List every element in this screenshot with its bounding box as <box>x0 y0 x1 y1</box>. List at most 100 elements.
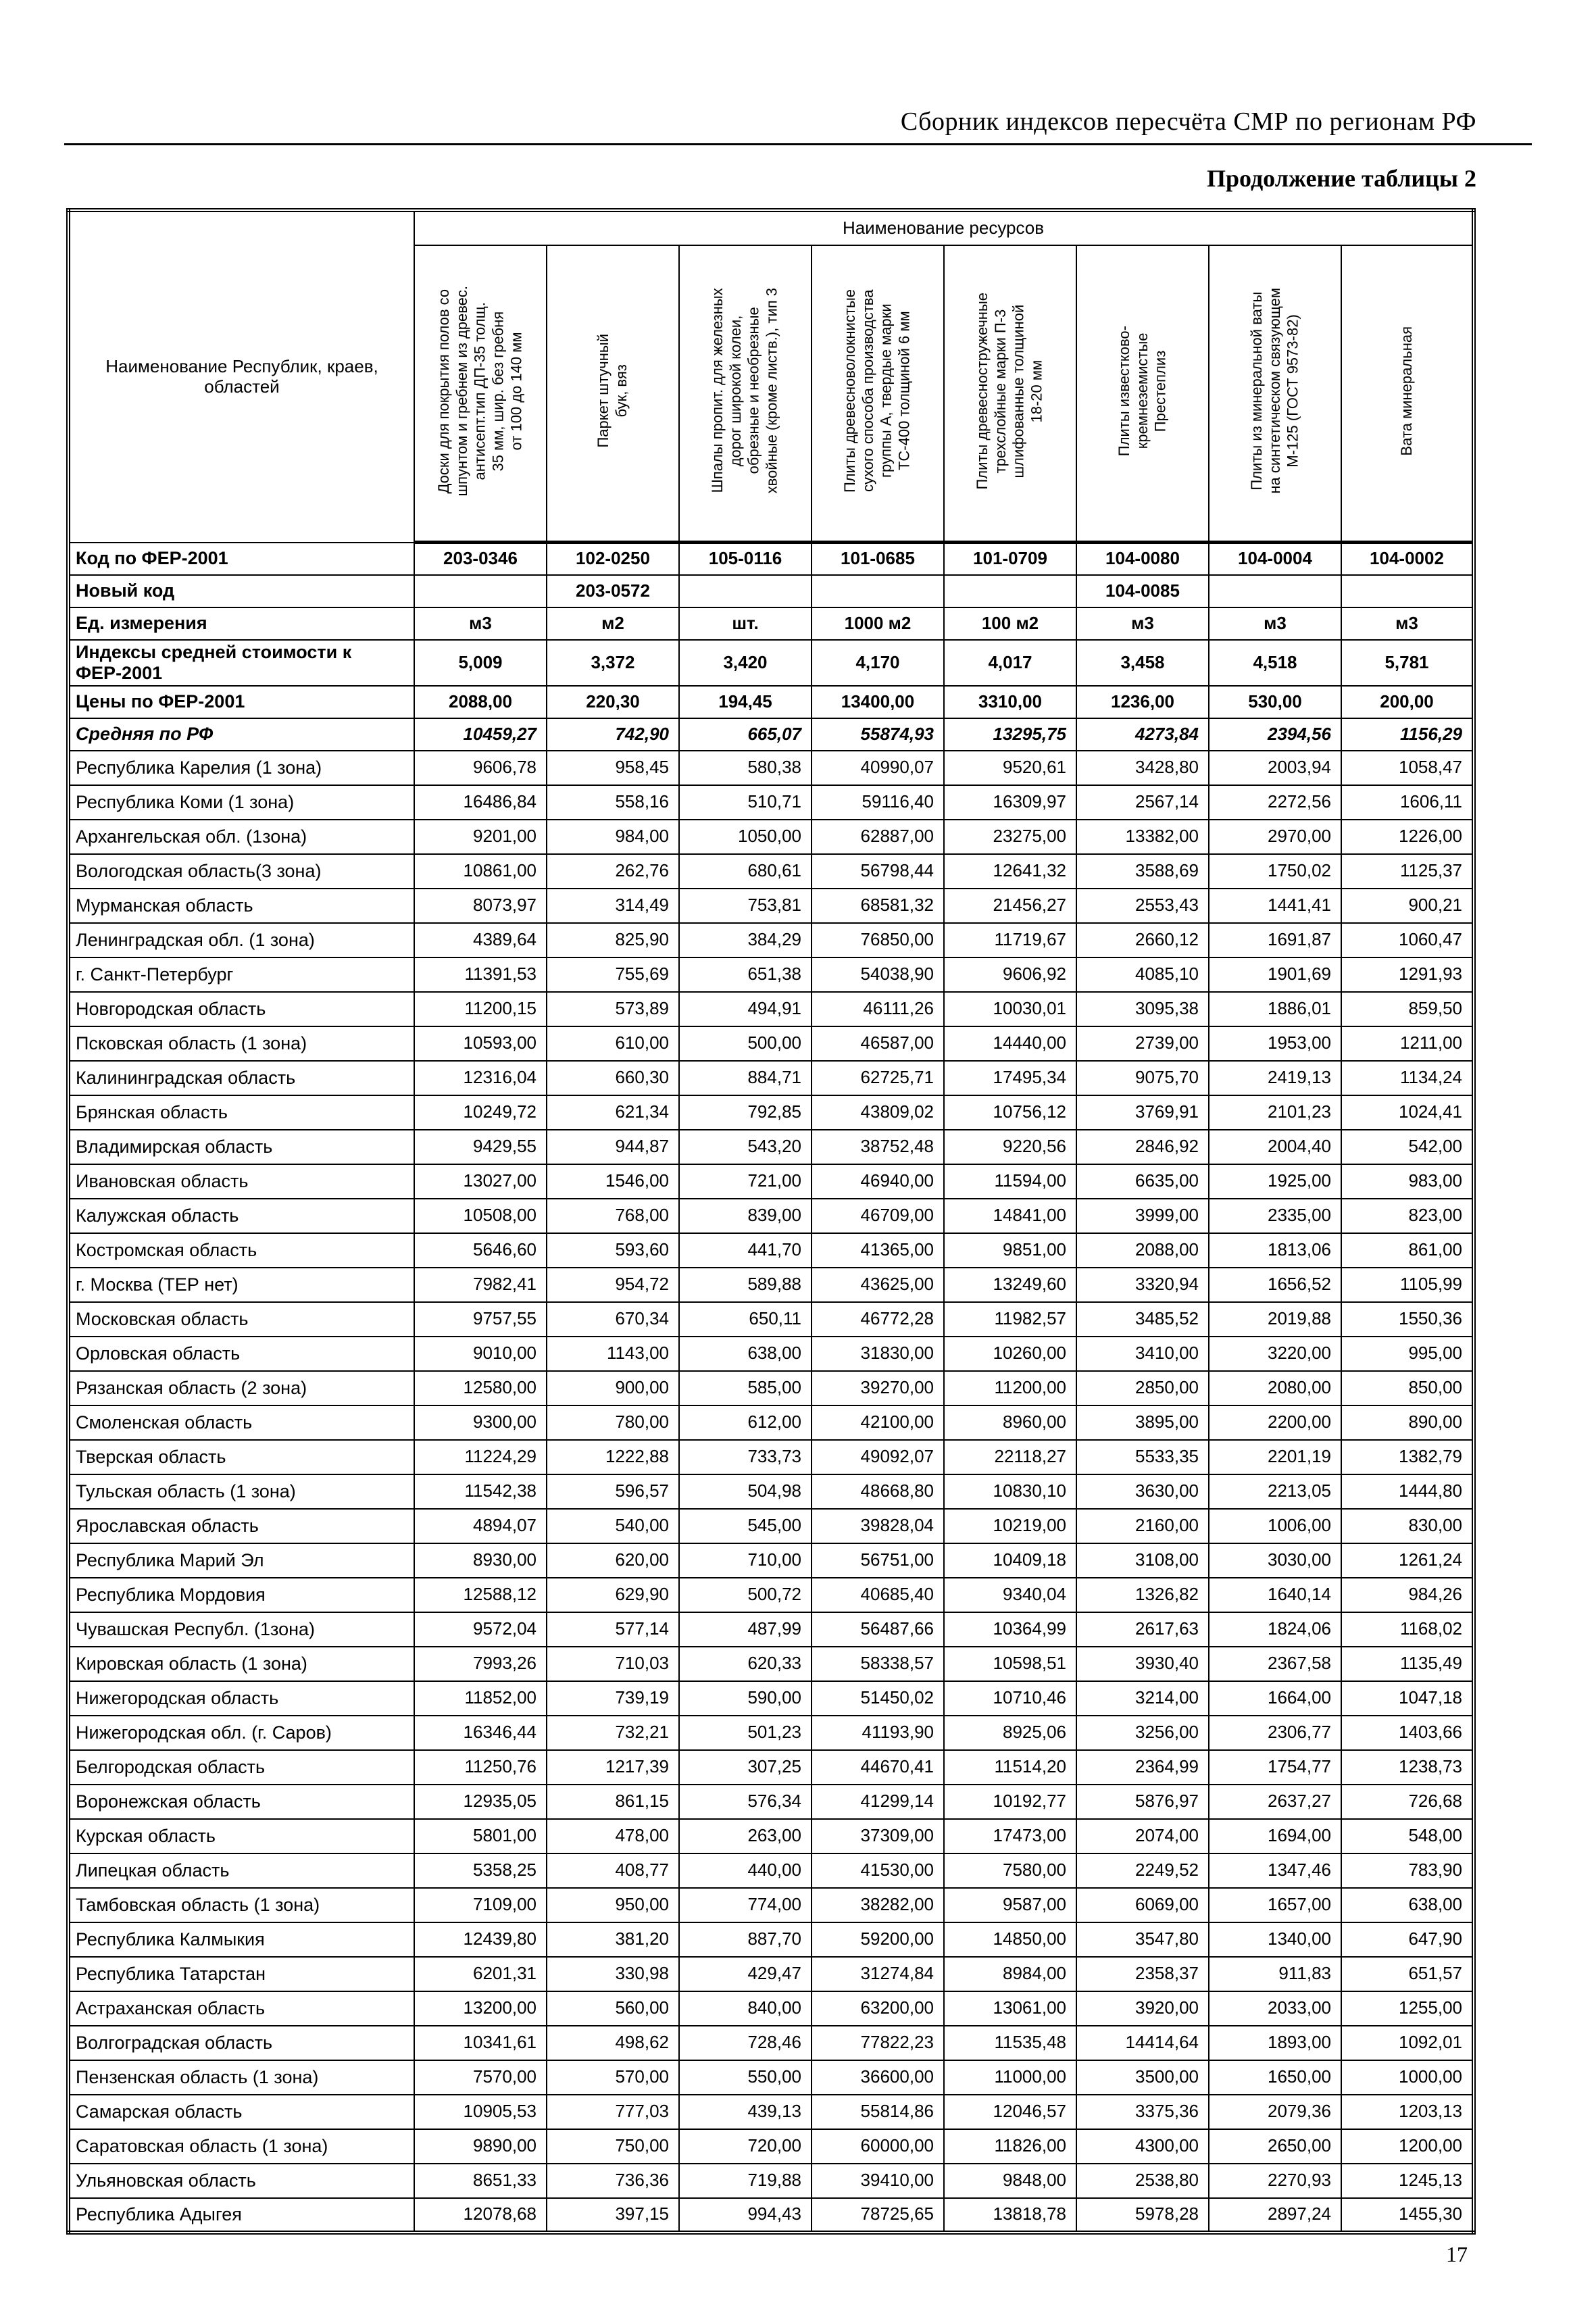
region-value-cell: 732,21 <box>546 1714 680 1751</box>
region-row: Ивановская область 13027,00 1546,00 721,… <box>68 1163 1474 1199</box>
region-value-cell: 1606,11 <box>1341 784 1474 820</box>
region-value-cell: 10508,00 <box>414 1197 547 1234</box>
region-name: Псковская область (1 зона) <box>68 1025 415 1062</box>
region-value-cell: 314,49 <box>546 887 680 924</box>
region-value-cell: 651,57 <box>1341 1956 1474 1992</box>
region-value-cell: 1403,66 <box>1341 1714 1474 1751</box>
summary-value-cell: 13400,00 <box>811 684 945 719</box>
region-value-cell: 4894,07 <box>414 1508 547 1544</box>
region-name: Республика Марий Эл <box>68 1542 415 1578</box>
summary-value-cell: м3 <box>414 606 547 641</box>
region-value-cell: 43809,02 <box>811 1094 945 1130</box>
region-value-cell: 46772,28 <box>811 1301 945 1337</box>
region-value-cell: 2617,63 <box>1076 1611 1210 1647</box>
region-value-cell: 46940,00 <box>811 1163 945 1199</box>
region-value-cell: 12935,05 <box>414 1783 547 1820</box>
region-value-cell: 381,20 <box>546 1921 680 1958</box>
region-value-cell: 504,98 <box>678 1473 812 1510</box>
region-row: Курская область 5801,00 478,00 263,00 37… <box>68 1818 1474 1854</box>
region-value-cell: 13027,00 <box>414 1163 547 1199</box>
region-value-cell: 5358,25 <box>414 1852 547 1889</box>
region-value-cell: 1550,36 <box>1341 1301 1474 1337</box>
region-value-cell: 21456,27 <box>943 887 1077 924</box>
region-value-cell: 37309,00 <box>811 1818 945 1854</box>
region-name: Пензенская область (1 зона) <box>68 2059 415 2095</box>
region-value-cell: 36600,00 <box>811 2059 945 2095</box>
region-name: Ярославская область <box>68 1508 415 1544</box>
region-value-cell: 11391,53 <box>414 956 547 993</box>
region-value-cell: 994,43 <box>678 2197 812 2233</box>
region-row: Республика Мордовия 12588,12 629,90 500,… <box>68 1576 1474 1613</box>
table-header: Наименование Республик, краев, областей … <box>68 209 1474 544</box>
region-value-cell: 6201,31 <box>414 1956 547 1992</box>
region-value-cell: 12588,12 <box>414 1576 547 1613</box>
region-value-cell: 2249,52 <box>1076 1852 1210 1889</box>
region-value-cell: 17495,34 <box>943 1060 1077 1096</box>
region-name: Белгородская область <box>68 1749 415 1785</box>
summary-value-cell <box>811 574 945 608</box>
resource-column-header-text: Шпалы пропит. для железных дорог широкой… <box>709 288 780 494</box>
resource-column-header: Плиты древесноволокнистые сухого способа… <box>811 245 945 544</box>
region-value-cell: 1382,79 <box>1341 1439 1474 1475</box>
region-value-cell: 2213,05 <box>1208 1473 1342 1510</box>
region-name: Калининградская область <box>68 1060 415 1096</box>
resource-column-header: Плиты известково- кремнеземистые Престеп… <box>1076 245 1210 544</box>
summary-value-cell: 3,458 <box>1076 639 1210 687</box>
region-value-cell: 2538,80 <box>1076 2162 1210 2199</box>
region-value-cell: 40685,40 <box>811 1576 945 1613</box>
region-value-cell: 2567,14 <box>1076 784 1210 820</box>
region-value-cell: 1455,30 <box>1341 2197 1474 2233</box>
resource-column-header: Паркет штучный бук, вяз <box>546 245 680 544</box>
region-value-cell: 2650,00 <box>1208 2128 1342 2164</box>
region-value-cell: 983,00 <box>1341 1163 1474 1199</box>
region-value-cell: 2272,56 <box>1208 784 1342 820</box>
region-value-cell: 548,00 <box>1341 1818 1474 1854</box>
page-number: 17 <box>1446 2242 1468 2266</box>
region-value-cell: 954,72 <box>546 1266 680 1303</box>
region-value-cell: 638,00 <box>678 1335 812 1372</box>
summary-value-cell: м3 <box>1341 606 1474 641</box>
summary-row: Цены по ФЕР-2001 2088,00 220,30 194,45 1… <box>68 684 1474 719</box>
region-value-cell: 16486,84 <box>414 784 547 820</box>
region-value-cell: 14841,00 <box>943 1197 1077 1234</box>
summary-value-cell: 10459,27 <box>414 717 547 751</box>
region-value-cell: 11514,20 <box>943 1749 1077 1785</box>
region-value-cell: 41193,90 <box>811 1714 945 1751</box>
region-value-cell: 9429,55 <box>414 1128 547 1165</box>
region-value-cell: 733,73 <box>678 1439 812 1475</box>
region-value-cell: 2367,58 <box>1208 1645 1342 1682</box>
region-value-cell: 77822,23 <box>811 2024 945 2061</box>
region-name: Нижегородская обл. (г. Саров) <box>68 1714 415 1751</box>
region-value-cell: 1226,00 <box>1341 818 1474 855</box>
summary-value-cell: 1236,00 <box>1076 684 1210 719</box>
region-value-cell: 9520,61 <box>943 749 1077 786</box>
region-value-cell: 487,99 <box>678 1611 812 1647</box>
region-value-cell: 41530,00 <box>811 1852 945 1889</box>
region-value-cell: 545,00 <box>678 1508 812 1544</box>
summary-row: Код по ФЕР-2001 203-0346 102-0250 105-01… <box>68 541 1474 576</box>
region-name: Тамбовская область (1 зона) <box>68 1887 415 1923</box>
region-value-cell: 620,00 <box>546 1542 680 1578</box>
region-value-cell: 5876,97 <box>1076 1783 1210 1820</box>
region-name: Республика Татарстан <box>68 1956 415 1992</box>
summary-value-cell: 530,00 <box>1208 684 1342 719</box>
region-value-cell: 3108,00 <box>1076 1542 1210 1578</box>
region-value-cell: 629,90 <box>546 1576 680 1613</box>
region-value-cell: 62887,00 <box>811 818 945 855</box>
region-value-cell: 2637,27 <box>1208 1783 1342 1820</box>
region-value-cell: 7993,26 <box>414 1645 547 1682</box>
region-name: Кировская область (1 зона) <box>68 1645 415 1682</box>
region-value-cell: 884,71 <box>678 1060 812 1096</box>
region-name: Архангельская обл. (1зона) <box>68 818 415 855</box>
region-value-cell: 49092,07 <box>811 1439 945 1475</box>
region-value-cell: 263,00 <box>678 1818 812 1854</box>
region-value-cell: 56798,44 <box>811 853 945 889</box>
region-value-cell: 9300,00 <box>414 1404 547 1441</box>
region-value-cell: 8930,00 <box>414 1542 547 1578</box>
region-value-cell: 9757,55 <box>414 1301 547 1337</box>
region-value-cell: 13818,78 <box>943 2197 1077 2233</box>
region-value-cell: 596,57 <box>546 1473 680 1510</box>
region-value-cell: 825,90 <box>546 922 680 958</box>
region-value-cell: 3095,38 <box>1076 991 1210 1027</box>
region-value-cell: 10710,46 <box>943 1680 1077 1716</box>
